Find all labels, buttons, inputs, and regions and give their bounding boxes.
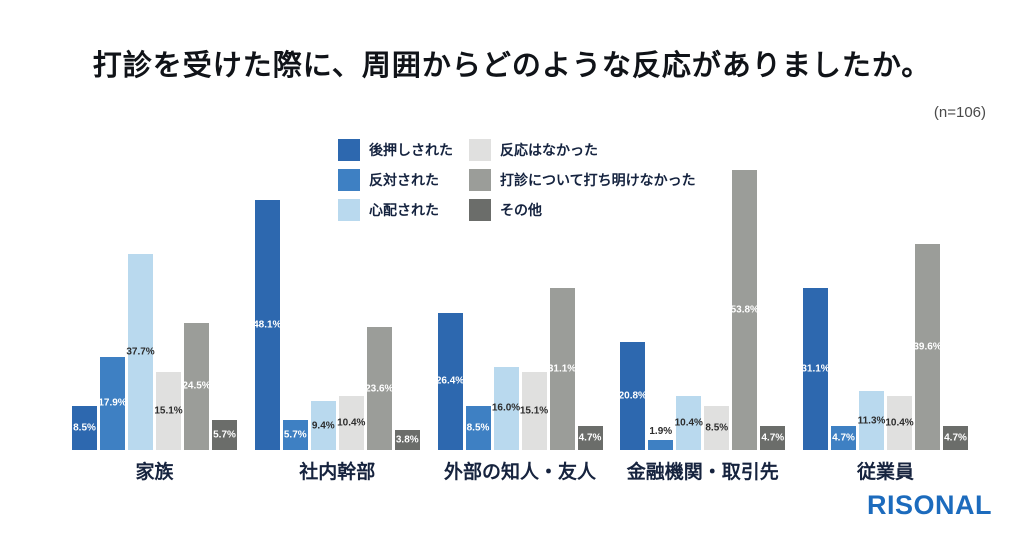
bar-value-label: 48.1%: [253, 319, 282, 331]
bar-value-label: 20.8%: [618, 390, 647, 402]
sample-size-label: (n=106): [933, 104, 986, 121]
bar-value-label: 4.7%: [832, 432, 855, 444]
bar: 11.3%: [857, 391, 886, 450]
bar-group: 26.4% 8.5% 16.0% 15.1% 31.1% 4.7% 外部の知人・友人: [435, 170, 603, 484]
bar: 8.5%: [72, 405, 97, 450]
bar: 4.7%: [577, 425, 603, 450]
bar-value-label: 8.5%: [705, 422, 729, 434]
legend-label: 打診について打ち明けなかった: [500, 172, 696, 188]
bar-value-label: 1.9%: [649, 426, 673, 438]
bar-value-label: 8.5%: [73, 422, 96, 434]
legend-swatch-icon: [338, 199, 360, 221]
bar-group-bars: 8.5% 17.9% 37.7% 15.1% 24.5% 5.7%: [72, 170, 237, 450]
bar: 4.7%: [760, 425, 786, 450]
bar: 4.7%: [831, 425, 856, 450]
bar: 24.5%: [182, 322, 211, 450]
legend-swatch-icon: [469, 169, 491, 191]
bar-group: 20.8% 1.9% 10.4% 8.5% 53.8% 4.7% 金融機関・取引先: [618, 170, 786, 484]
bar: 10.4%: [337, 395, 366, 450]
category-label: 金融機関・取引先: [626, 462, 779, 483]
category-label: 社内幹部: [299, 462, 376, 483]
legend-item: 後押しされた: [338, 139, 453, 161]
bar: 5.7%: [212, 420, 237, 450]
bar-group: 8.5% 17.9% 37.7% 15.1% 24.5% 5.7% 家族: [72, 170, 237, 484]
legend-label: その他: [500, 202, 542, 218]
bar-value-label: 31.1%: [547, 363, 577, 375]
bar-group-bars: 48.1% 5.7% 9.4% 10.4% 23.6% 3.8%: [253, 170, 420, 450]
bar-value-label: 3.8%: [395, 434, 419, 446]
bar: 8.5%: [465, 405, 491, 450]
bar-value-label: 5.7%: [283, 429, 307, 441]
bar-value-label: 10.4%: [885, 417, 914, 429]
bar-value-label: 23.6%: [365, 383, 394, 395]
legend-label: 反応はなかった: [500, 142, 598, 158]
legend: 後押しされた 反対された心配された 反応はなかった打診について打ち明けなかった その他: [338, 139, 696, 221]
bar-value-label: 17.9%: [98, 397, 127, 409]
bar: 3.8%: [394, 430, 420, 450]
bar: 20.8%: [618, 341, 647, 450]
bar: 39.6%: [913, 244, 942, 450]
legend-swatch-icon: [338, 139, 360, 161]
legend-item: その他: [469, 199, 696, 221]
bar-value-label: 5.7%: [213, 429, 236, 441]
bar-value-label: 10.4%: [337, 417, 366, 429]
bar-chart: 8.5% 17.9% 37.7% 15.1% 24.5% 5.7% 家族 48.1% 5.7% 9…: [72, 170, 968, 484]
bar-value-label: 15.1%: [154, 405, 183, 417]
bar: 48.1%: [253, 199, 282, 450]
bar-value-label: 4.7%: [944, 432, 967, 444]
category-label: 家族: [135, 462, 174, 483]
bar-value-label: 15.1%: [519, 405, 549, 417]
bar-group-bars: 26.4% 8.5% 16.0% 15.1% 31.1% 4.7%: [435, 170, 603, 450]
bar: 31.1%: [547, 288, 577, 450]
legend-label: 後押しされた: [369, 142, 453, 158]
bar: 15.1%: [154, 371, 183, 450]
bar-value-label: 11.3%: [857, 415, 886, 427]
legend-swatch-icon: [338, 169, 360, 191]
bar-value-label: 24.5%: [182, 380, 211, 392]
bar-value-label: 4.7%: [578, 432, 602, 444]
bar-group: 31.1% 4.7% 11.3% 10.4% 39.6% 4.7% 従業員: [801, 170, 968, 484]
bar: 26.4%: [435, 312, 465, 450]
category-label: 従業員: [856, 462, 914, 483]
bar-value-label: 39.6%: [913, 341, 942, 353]
bar-value-label: 9.4%: [311, 420, 335, 432]
bar-group-bars: 31.1% 4.7% 11.3% 10.4% 39.6% 4.7%: [801, 170, 968, 450]
category-label: 外部の知人・友人: [443, 462, 596, 483]
brand-logo: RISONAL: [867, 490, 992, 520]
bar-value-label: 16.0%: [491, 402, 521, 414]
bar: 37.7%: [126, 254, 155, 450]
legend-item: 反応はなかった: [469, 139, 696, 161]
legend-item: 心配された: [338, 199, 453, 221]
bar: 23.6%: [365, 327, 394, 450]
bar: 8.5%: [704, 405, 730, 450]
bar-value-label: 4.7%: [761, 432, 785, 444]
legend-item: 打診について打ち明けなかった: [469, 169, 696, 191]
legend-swatch-icon: [469, 139, 491, 161]
bar-value-label: 37.7%: [126, 346, 155, 358]
legend-label: 反対された: [369, 172, 439, 188]
bar: 1.9%: [648, 426, 674, 450]
bar: 5.7%: [282, 420, 308, 450]
bar: 4.7%: [943, 425, 968, 450]
bar-group-bars: 20.8% 1.9% 10.4% 8.5% 53.8% 4.7%: [618, 170, 786, 450]
bar-value-label: 26.4%: [435, 375, 465, 387]
bar: 9.4%: [310, 401, 336, 450]
bar: 16.0%: [491, 366, 521, 450]
bar: 31.1%: [801, 288, 830, 450]
chart-title: 打診を受けた際に、周囲からどのような反応がありましたか。: [92, 50, 932, 82]
legend-swatch-icon: [469, 199, 491, 221]
bar-value-label: 8.5%: [466, 422, 490, 434]
bar-value-label: 53.8%: [730, 304, 759, 316]
bar: 10.4%: [674, 395, 703, 450]
bar-value-label: 31.1%: [801, 363, 830, 375]
legend-label: 心配された: [369, 202, 439, 218]
bar: 53.8%: [730, 170, 759, 450]
legend-item: 反対された: [338, 169, 453, 191]
bar: 10.4%: [885, 395, 914, 450]
bar: 17.9%: [98, 356, 127, 450]
bar: 15.1%: [519, 371, 549, 450]
bar-value-label: 10.4%: [674, 417, 703, 429]
bar-group: 48.1% 5.7% 9.4% 10.4% 23.6% 3.8% 社内幹部: [253, 170, 420, 484]
